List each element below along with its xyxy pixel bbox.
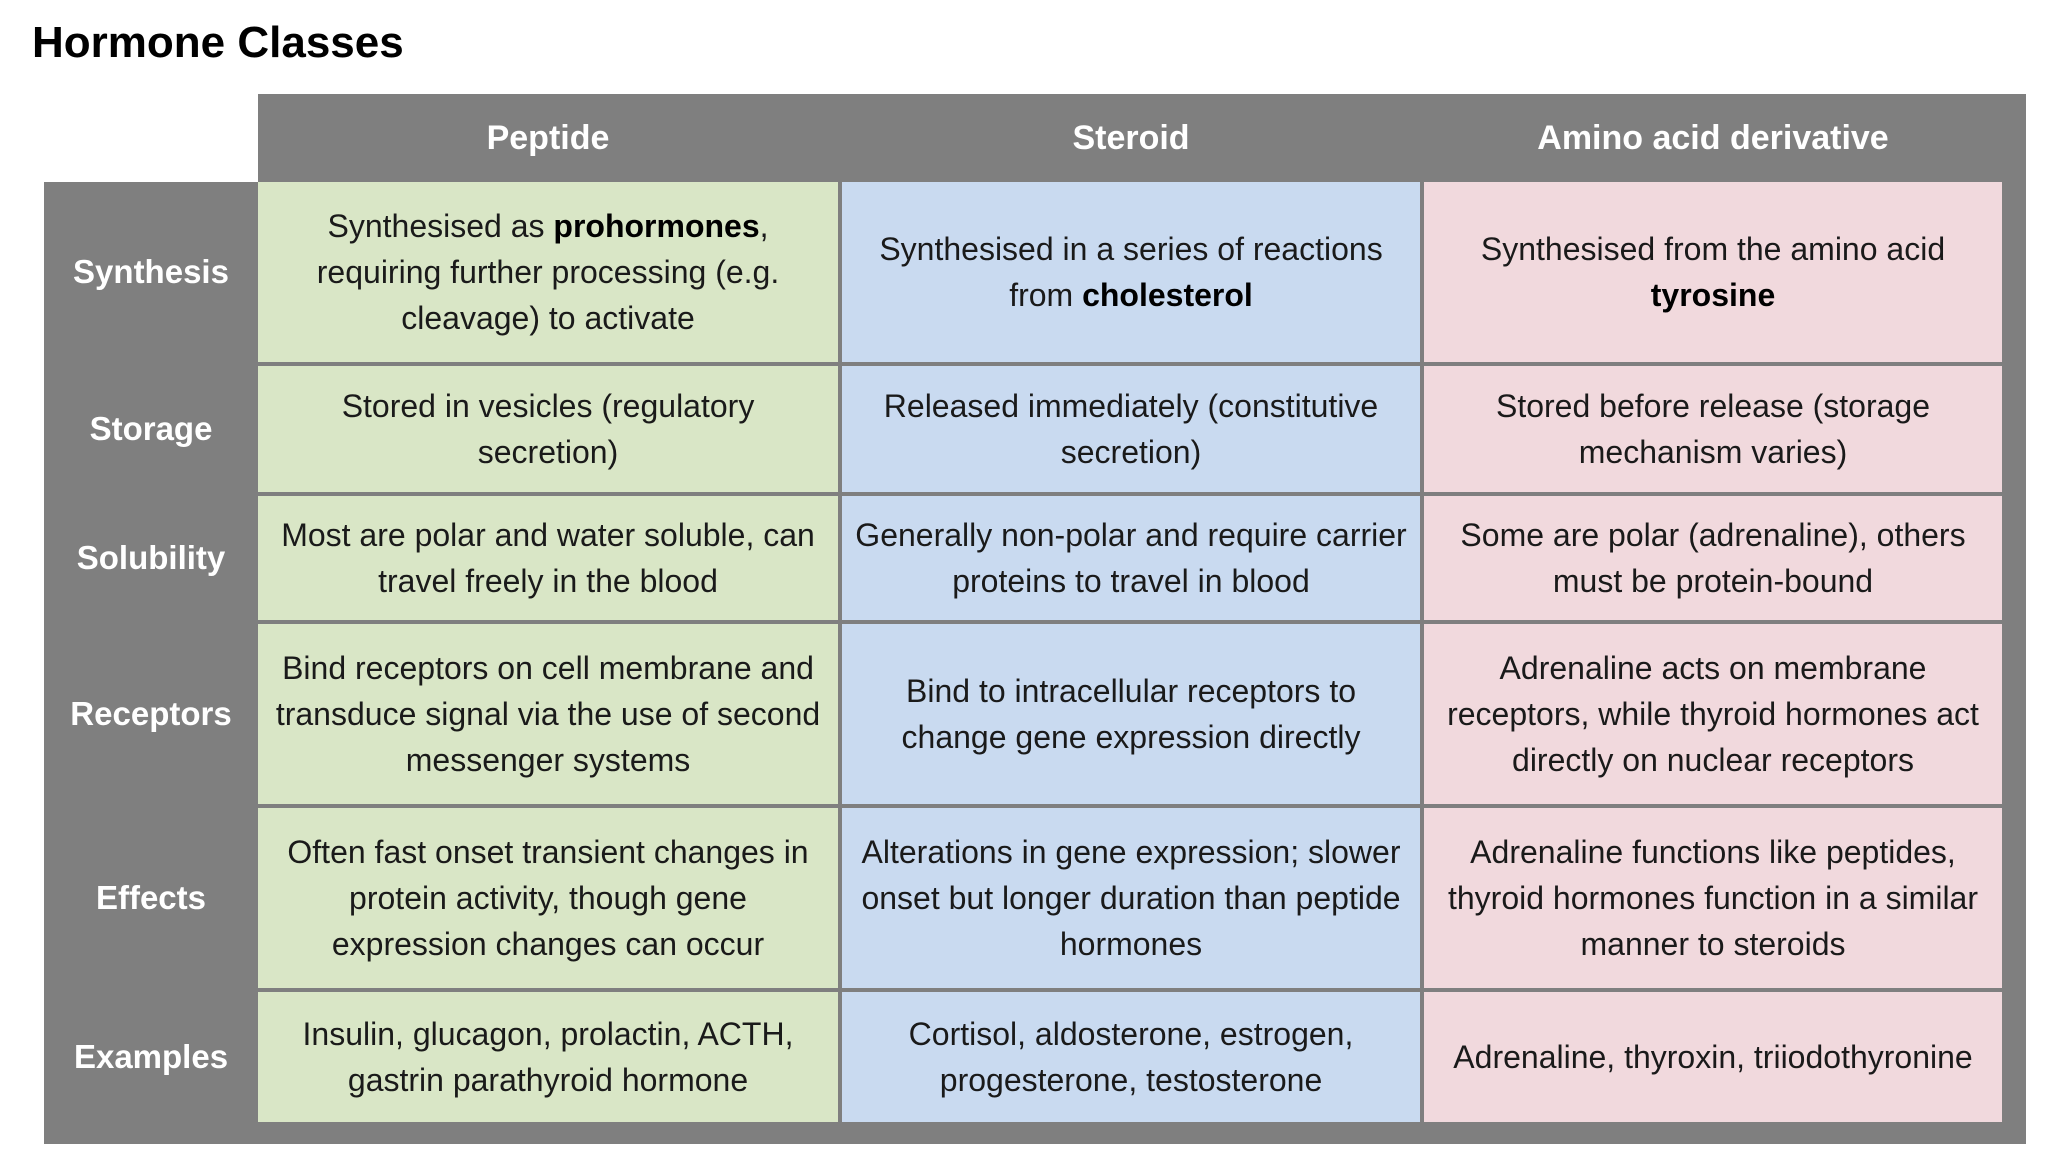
cell-solubility-peptide: Most are polar and water soluble, can tr… [258, 496, 838, 620]
cell-emphasis: cholesterol [1082, 277, 1253, 313]
cell-effects-peptide: Often fast onset transient changes in pr… [258, 808, 838, 988]
cell-text: Stored in vesicles (regulatory secretion… [341, 388, 755, 470]
column-header-steroid: Steroid [1072, 118, 1190, 157]
cell-text: Some are polar (adrenaline), others must… [1460, 517, 1966, 599]
cell-text: Most are polar and water soluble, can tr… [281, 517, 815, 599]
column-header-peptide: Peptide [486, 118, 610, 157]
cell-text: Cortisol, aldosterone, estrogen, progest… [908, 1016, 1354, 1098]
cell-text: Bind to intracellular receptors to chang… [901, 673, 1361, 755]
cell-synthesis-amino: Synthesised from the amino acid tyrosine [1424, 182, 2002, 362]
cell-receptors-steroid: Bind to intracellular receptors to chang… [842, 624, 1420, 804]
cell-storage-steroid: Released immediately (constitutive secre… [842, 366, 1420, 492]
cell-storage-amino: Stored before release (storage mechanism… [1424, 366, 2002, 492]
cell-receptors-amino: Adrenaline acts on membrane receptors, w… [1424, 624, 2002, 804]
cell-examples-steroid: Cortisol, aldosterone, estrogen, progest… [842, 992, 1420, 1122]
cell-solubility-steroid: Generally non-polar and require carrier … [842, 496, 1420, 620]
row-header-synthesis: Synthesis [73, 253, 229, 290]
cell-text: Synthesised from the amino acid tyrosine [1480, 231, 1946, 313]
row-header-storage: Storage [89, 410, 213, 447]
row-header-solubility: Solubility [76, 539, 226, 576]
row-header-receptors: Receptors [70, 695, 232, 732]
cell-text: Released immediately (constitutive secre… [883, 388, 1379, 470]
cell-text: Bind receptors on cell membrane and tran… [275, 650, 821, 778]
cell-text: Synthesised in a series of reactions fro… [879, 231, 1383, 313]
cell-solubility-amino: Some are polar (adrenaline), others must… [1424, 496, 2002, 620]
cell-text: Synthesised as prohormones, requiring fu… [316, 208, 780, 336]
cell-receptors-peptide: Bind receptors on cell membrane and tran… [258, 624, 838, 804]
cell-storage-peptide: Stored in vesicles (regulatory secretion… [258, 366, 838, 492]
cell-text: Adrenaline functions like peptides, thyr… [1447, 834, 1978, 962]
cell-synthesis-peptide: Synthesised as prohormones, requiring fu… [258, 182, 838, 362]
cell-examples-amino: Adrenaline, thyroxin, triiodothyronine [1424, 992, 2002, 1122]
cell-effects-steroid: Alterations in gene expression; slower o… [842, 808, 1420, 988]
cell-examples-peptide: Insulin, glucagon, prolactin, ACTH, gast… [258, 992, 838, 1122]
cell-text: Often fast onset transient changes in pr… [287, 834, 809, 962]
cell-text: Stored before release (storage mechanism… [1495, 388, 1931, 470]
cell-text: Adrenaline acts on membrane receptors, w… [1447, 650, 1979, 778]
page-title: Hormone Classes [32, 18, 404, 67]
cell-emphasis: prohormones [553, 208, 760, 244]
cell-text: Alterations in gene expression; slower o… [861, 834, 1401, 962]
row-header-examples: Examples [73, 1038, 229, 1075]
row-header-effects: Effects [95, 879, 207, 916]
cell-text: Adrenaline, thyroxin, triiodothyronine [1453, 1039, 1973, 1075]
cell-synthesis-steroid: Synthesised in a series of reactions fro… [842, 182, 1420, 362]
cell-emphasis: tyrosine [1650, 277, 1776, 313]
table-header-bar [258, 94, 2026, 182]
cell-effects-amino: Adrenaline functions like peptides, thyr… [1424, 808, 2002, 988]
column-header-amino: Amino acid derivative [1537, 118, 1889, 157]
cell-text: Generally non-polar and require carrier … [855, 517, 1407, 599]
cell-text: Insulin, glucagon, prolactin, ACTH, gast… [302, 1016, 794, 1098]
